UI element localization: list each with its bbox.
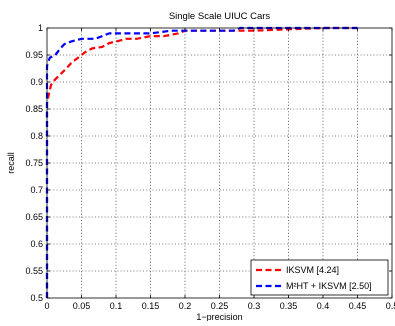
- chart-title: Single Scale UIUC Cars: [169, 11, 271, 22]
- x-tick-label: 0.1: [110, 301, 123, 311]
- legend-label-m2ht: M²HT + IKSVM [2.50]: [286, 281, 372, 291]
- x-tick-label: 0.5: [386, 301, 395, 311]
- y-tick-label: 0.5: [30, 293, 43, 303]
- series-line-1: [45, 26, 358, 298]
- x-tick-label: 0.15: [142, 301, 160, 311]
- x-tick-label: 0: [44, 301, 49, 311]
- y-tick-label: 0.85: [25, 104, 43, 114]
- y-axis-label: recall: [6, 152, 16, 174]
- y-tick-label: 0.9: [30, 77, 43, 87]
- legend-label-iksvm: IKSVM [4.24]: [286, 265, 339, 275]
- series-line-0: [45, 26, 358, 298]
- tick-layer: 0 0.05 0.1 0.15 0.2 0.25 0.3 0.35 0.4 0.45 0.5 0.5 0…: [25, 23, 395, 311]
- x-tick-label: 0.4: [317, 301, 330, 311]
- y-tick-label: 0.95: [25, 50, 43, 60]
- y-tick-label: 1: [38, 23, 43, 33]
- y-tick-label: 0.65: [25, 212, 43, 222]
- x-tick-label: 0.45: [349, 301, 367, 311]
- y-tick-label: 0.7: [30, 185, 43, 195]
- x-tick-label: 0.3: [248, 301, 261, 311]
- y-tick-label: 0.8: [30, 131, 43, 141]
- series-layer: [45, 26, 358, 298]
- grid-layer: [47, 28, 392, 298]
- x-tick-label: 0.35: [280, 301, 298, 311]
- x-axis-label: 1−precision: [196, 312, 242, 321]
- x-tick-label: 0.25: [211, 301, 229, 311]
- y-tick-label: 0.75: [25, 158, 43, 168]
- y-tick-label: 0.55: [25, 266, 43, 276]
- legend-box: [250, 259, 389, 296]
- legend: IKSVM [4.24] M²HT + IKSVM [2.50]: [250, 259, 389, 296]
- x-tick-label: 0.2: [179, 301, 192, 311]
- y-tick-label: 0.6: [30, 239, 43, 249]
- x-tick-label: 0.05: [73, 301, 91, 311]
